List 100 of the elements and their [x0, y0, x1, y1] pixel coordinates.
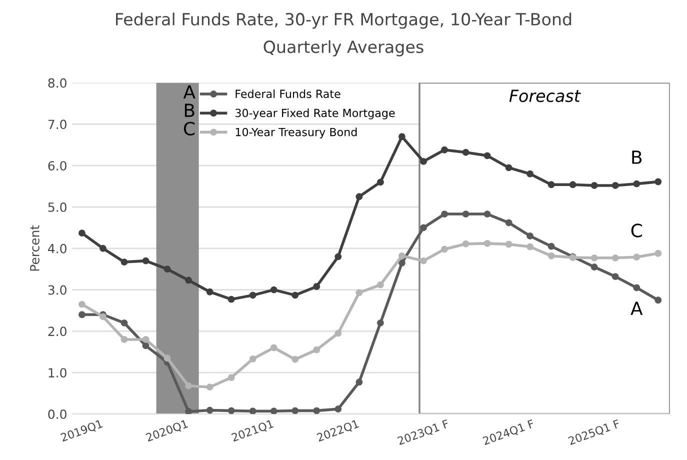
y-tick-label: 4.0 [48, 244, 66, 254]
point [612, 182, 619, 189]
point [185, 276, 192, 284]
point [249, 408, 256, 414]
annotation: A [183, 85, 196, 99]
point [633, 180, 640, 188]
point [633, 284, 640, 292]
point [185, 382, 192, 390]
point [292, 407, 299, 414]
point [420, 257, 427, 264]
point [334, 406, 342, 413]
point [505, 219, 512, 226]
point [590, 264, 598, 271]
point [270, 408, 278, 414]
point [398, 259, 406, 266]
point [120, 319, 128, 326]
point [206, 384, 214, 391]
point [313, 346, 320, 354]
legend-label: 30-year Fixed Rate Mortgage [236, 108, 395, 120]
point [228, 374, 235, 382]
point [548, 242, 555, 250]
point [120, 336, 128, 343]
band-label: Forecast [509, 90, 581, 102]
chart-subtitle: Quarterly Averages [264, 40, 424, 56]
point [228, 296, 235, 303]
y-tick-label: 2.0 [48, 326, 66, 336]
point [206, 406, 214, 414]
point [356, 378, 363, 386]
point [590, 254, 598, 262]
point [313, 283, 320, 290]
y-axis-title: Percent [30, 225, 40, 271]
point [569, 181, 576, 188]
point [142, 342, 150, 350]
point [654, 296, 662, 304]
point [292, 356, 299, 363]
point [142, 257, 150, 264]
point [484, 210, 491, 218]
point [612, 273, 619, 280]
point [505, 164, 512, 172]
point [526, 232, 534, 240]
annotation: B [184, 104, 194, 117]
chart-title: Federal Funds Rate, 30-yr FR Mortgage, 10-Year T-Bond [116, 12, 572, 29]
point [462, 240, 470, 248]
point [612, 254, 619, 262]
point [420, 224, 427, 232]
point [548, 252, 555, 260]
point [526, 243, 534, 250]
point [249, 355, 256, 362]
point [78, 300, 86, 308]
point [334, 330, 342, 337]
y-tick-label: 6.0 [48, 161, 66, 171]
annotation: B [632, 150, 642, 164]
point [164, 354, 171, 362]
point [78, 230, 86, 237]
y-tick-label: 5.0 [48, 202, 66, 212]
point [654, 178, 662, 186]
point [376, 319, 384, 326]
point [78, 311, 86, 318]
point [356, 289, 363, 296]
annotation: A [630, 302, 643, 315]
point [654, 250, 662, 257]
point [100, 244, 106, 252]
point [356, 193, 363, 200]
point [441, 246, 448, 253]
annotation: C [184, 122, 195, 136]
point [441, 146, 448, 154]
legend-label: 10-Year Treasury Bond [236, 128, 357, 138]
point [633, 254, 640, 261]
point [505, 240, 512, 248]
point [462, 210, 470, 218]
y-tick-label: 0.0 [48, 409, 66, 419]
point [526, 170, 534, 178]
y-tick-label: 3.0 [48, 285, 66, 295]
point [185, 408, 192, 414]
point [420, 158, 427, 165]
point [484, 152, 491, 160]
point [548, 181, 555, 188]
point [462, 148, 470, 156]
point [206, 288, 214, 296]
point [376, 178, 384, 186]
point [228, 407, 235, 414]
legend-label: Federal Funds Rate [236, 89, 340, 98]
point [398, 252, 406, 260]
point [334, 253, 342, 260]
point [484, 240, 491, 247]
point [270, 344, 278, 352]
point [441, 210, 448, 218]
point [164, 266, 171, 273]
y-tick-label: 8.0 [48, 78, 66, 88]
point [398, 133, 406, 140]
point [120, 258, 128, 266]
point [142, 336, 150, 343]
point [590, 182, 598, 189]
point [249, 292, 256, 299]
point [270, 286, 278, 294]
point [376, 281, 384, 288]
point [292, 292, 299, 299]
y-tick-label: 7.0 [48, 120, 66, 130]
y-tick-label: 1.0 [48, 368, 66, 378]
annotation: C [631, 224, 642, 238]
